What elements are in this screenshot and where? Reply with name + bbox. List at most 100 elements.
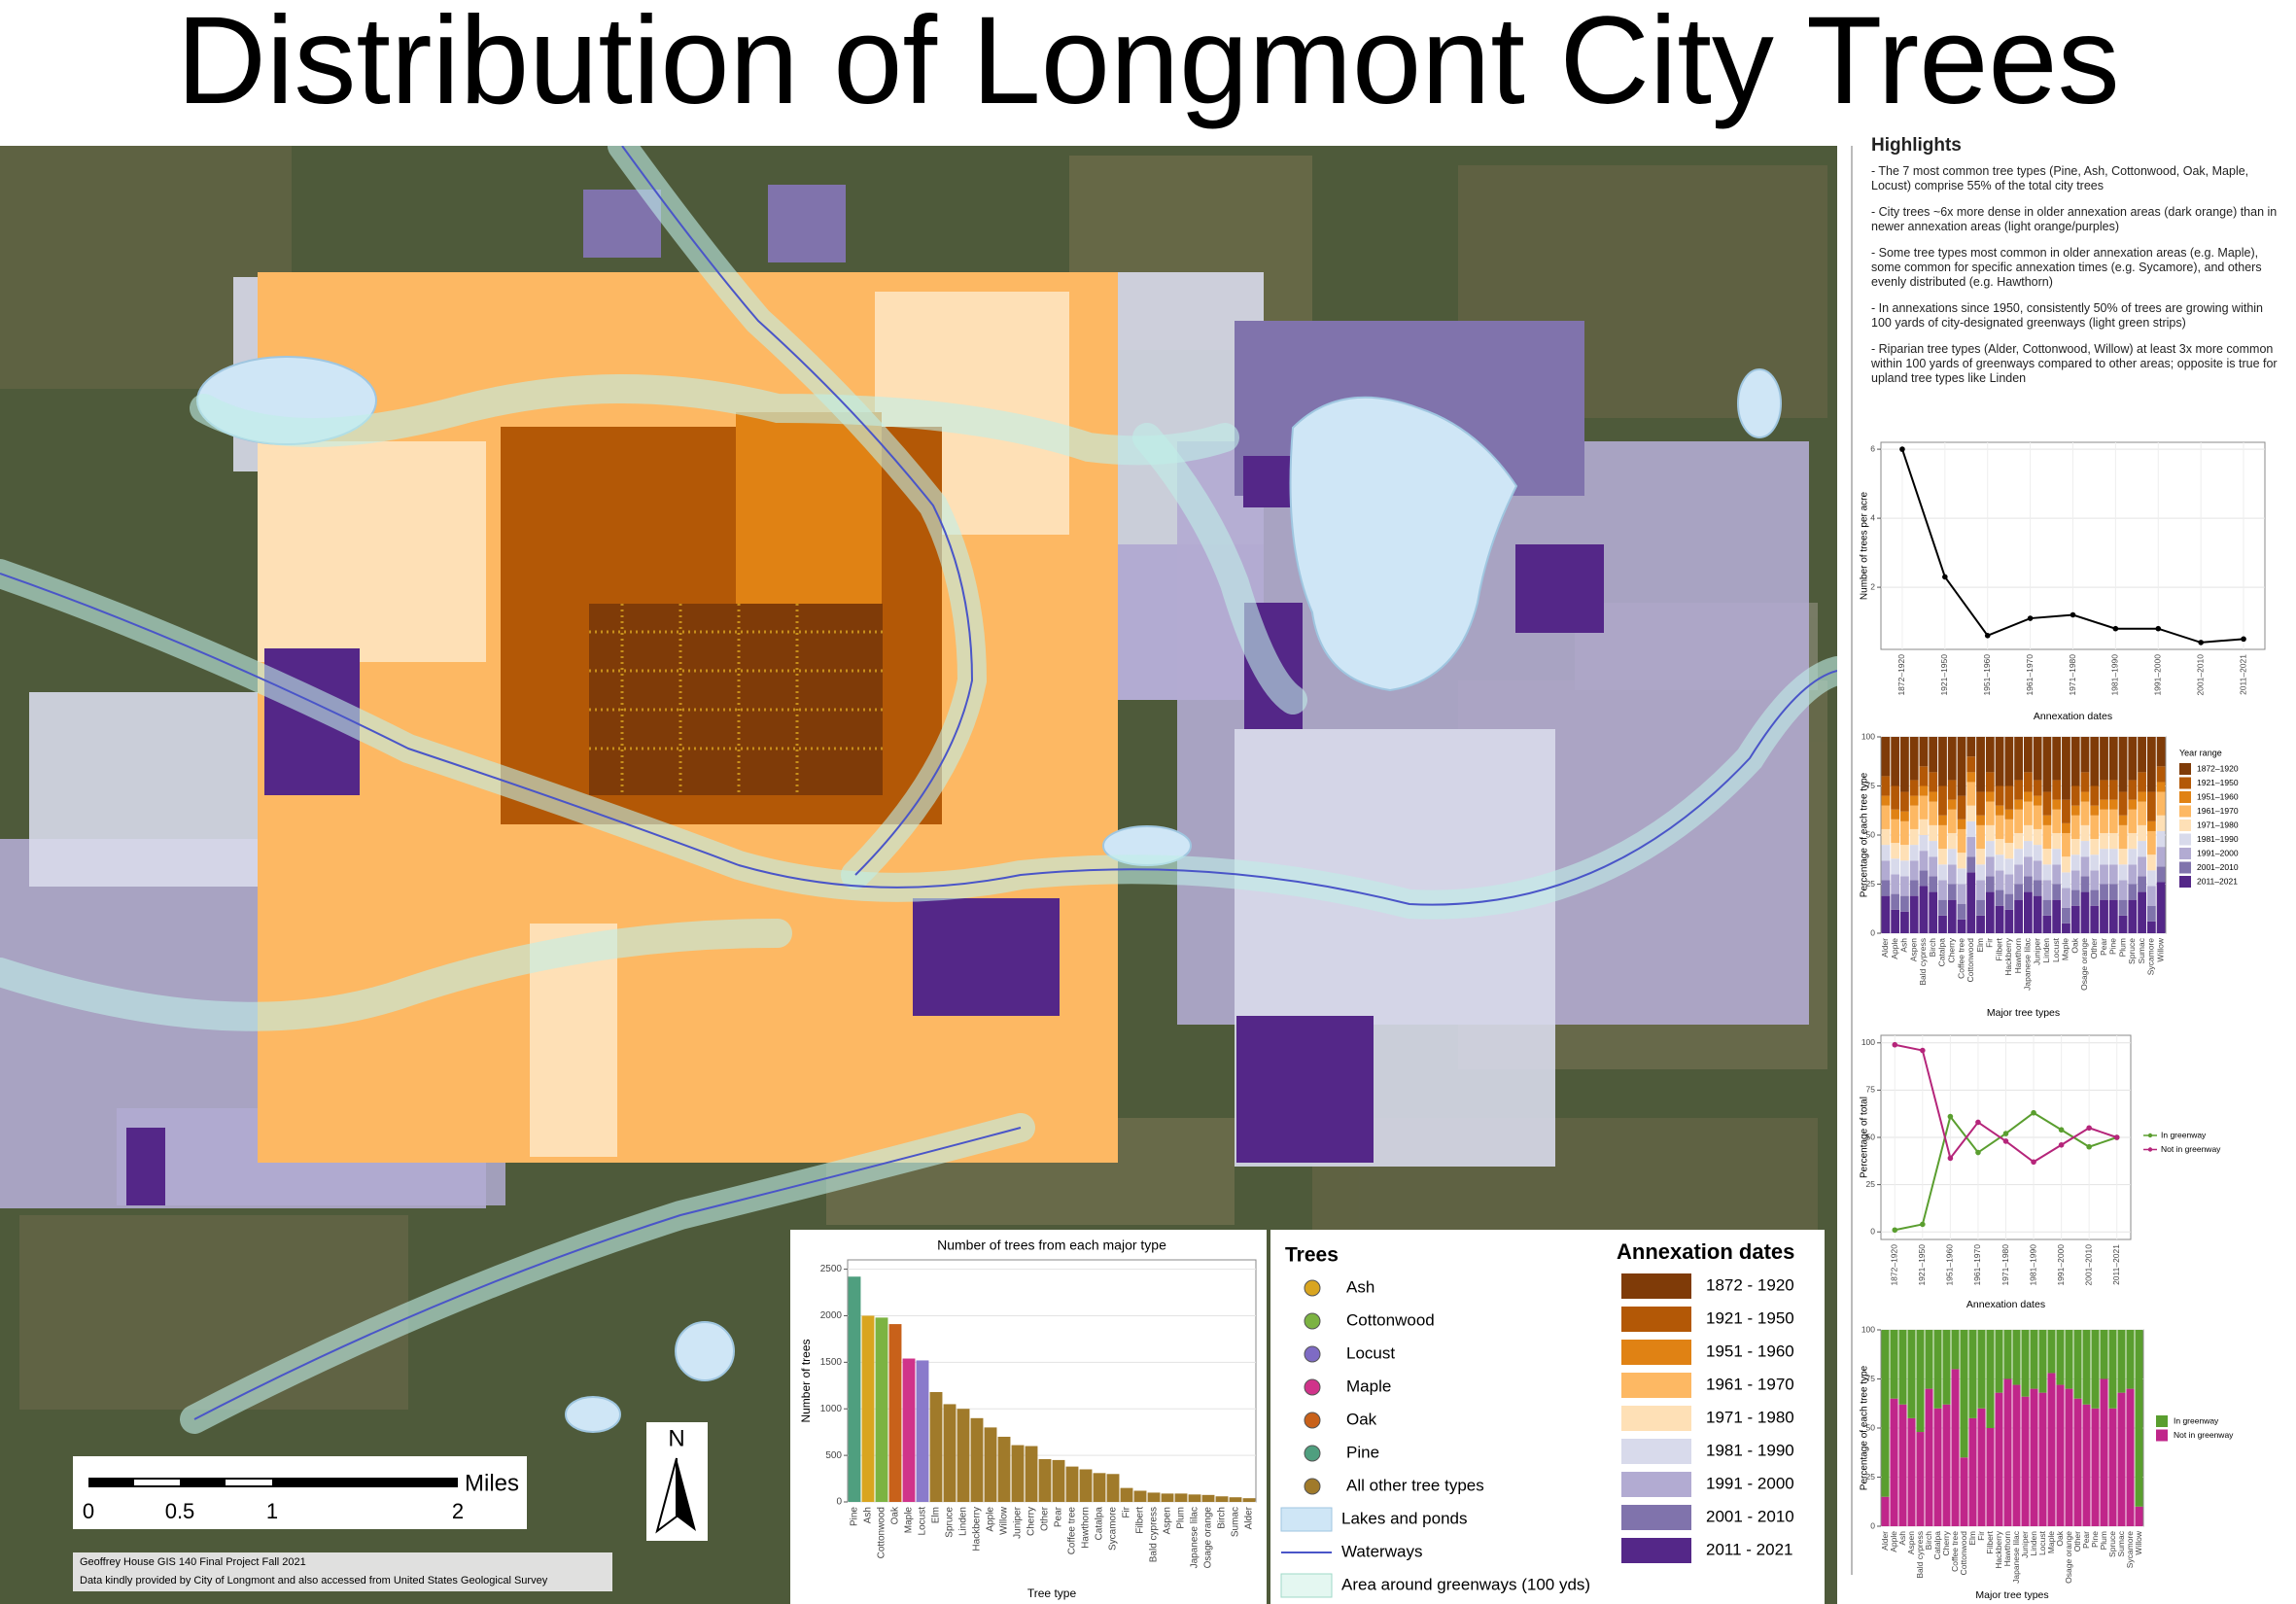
tree-points [589, 604, 883, 795]
bar-segment [1909, 805, 1919, 829]
bar [1229, 1497, 1242, 1502]
bar [1052, 1459, 1065, 1502]
bar-segment [2118, 824, 2128, 850]
x-tick-label: Catalpa [1095, 1507, 1105, 1541]
bar [1106, 1474, 1120, 1502]
legend-swatch [1280, 1573, 1333, 1598]
bar-segment [1947, 849, 1957, 865]
bar-segment [1891, 809, 1900, 819]
bar [1242, 1498, 1256, 1502]
x-tick-label: 1981–1990 [2028, 1244, 2037, 1286]
credit-line: Geoffrey House GIS 140 Final Project Fal… [80, 1556, 306, 1568]
bar-segment [2004, 893, 2014, 910]
bar-segment [1985, 876, 1995, 892]
bar-segment [2080, 801, 2090, 825]
bar-segment [1957, 853, 1966, 869]
legend-label: Locust [1346, 1343, 1395, 1362]
bar-segment [2080, 737, 2090, 773]
x-tick-label: Cherry [1941, 1530, 1951, 1555]
x-tick-label: Spruce [2127, 938, 2137, 964]
bar-segment [2118, 880, 2128, 900]
x-tick-label: Birch [1217, 1507, 1228, 1529]
x-tick-label: Sycamore [1108, 1507, 1119, 1551]
legend-label: Maple [1346, 1377, 1391, 1395]
x-axis-label: Annexation dates [1966, 1299, 2045, 1310]
bar-segment [2062, 923, 2070, 933]
bar-segment [1909, 780, 1919, 796]
legend-key [2147, 1133, 2153, 1138]
legend-label: Ash [1346, 1277, 1374, 1296]
bar-segment [2052, 884, 2062, 900]
bar-segment [1881, 845, 1891, 861]
point [1899, 446, 1905, 452]
bar-segment [1881, 860, 1891, 881]
bar-segment [1933, 1330, 1942, 1409]
legend-title: Trees [1285, 1244, 1339, 1267]
bar-segment [2156, 815, 2166, 831]
bar-segment [1919, 795, 1929, 819]
x-tick-label: Alder [1244, 1506, 1255, 1529]
bar-segment [1951, 1330, 1960, 1370]
highlights-heading: Highlights [1871, 135, 1962, 156]
bar-segment [2014, 799, 2024, 810]
bar-segment [2138, 791, 2146, 802]
x-tick-label: 1951–1960 [1945, 1244, 1955, 1286]
x-tick-label: 2001–2010 [2195, 654, 2205, 696]
bar-segment [1966, 856, 1976, 873]
bar-segment [2052, 799, 2062, 810]
bar-segment [1957, 819, 1966, 829]
bar-segment [2073, 1398, 2082, 1526]
x-tick-label: Pine [850, 1507, 860, 1526]
bar-segment [1898, 1404, 1907, 1526]
bar-segment [2033, 845, 2042, 861]
bar-segment [2023, 791, 2033, 802]
bar-segment [2004, 785, 2014, 810]
x-tick-label: Other [1040, 1506, 1051, 1531]
bar-segment [2023, 841, 2033, 857]
bar-segment [2108, 1330, 2117, 1409]
legend-label: Lakes and ponds [1341, 1509, 1468, 1527]
x-tick-label: 2011–2021 [2238, 654, 2247, 695]
point [2198, 640, 2204, 645]
legend-title: Annexation dates [1617, 1239, 1794, 1264]
bar-segment [1957, 828, 1966, 854]
bar-segment [2146, 820, 2156, 831]
bar-segment [1938, 785, 1947, 816]
bar [1025, 1446, 1038, 1502]
bar-segment [1977, 1330, 1986, 1409]
bar-segment [2090, 737, 2100, 786]
bar-segment [2138, 891, 2146, 933]
x-tick-label: Sumac [2116, 1530, 2126, 1556]
x-tick-label: Maple [2046, 1531, 2056, 1553]
y-tick-label: 100 [1861, 1037, 1875, 1047]
bar [1188, 1494, 1201, 1502]
point [2086, 1143, 2092, 1150]
map: Miles N Geoffrey House GIS 140 Final Pro… [0, 146, 1837, 1604]
bar-segment [2128, 899, 2138, 933]
legend-label: 1971 - 1980 [1706, 1408, 1794, 1426]
bar-segment [2003, 1378, 2012, 1526]
x-tick-label: Sumac [1231, 1507, 1241, 1537]
bar-segment [2156, 791, 2166, 816]
bar-segment [2090, 870, 2100, 890]
bar-segment [1966, 820, 1976, 838]
bar-segment [1966, 805, 1976, 821]
bar [1093, 1473, 1106, 1502]
legend-label: 2011–2021 [2197, 876, 2238, 886]
legend-label: 1981–1990 [2197, 834, 2239, 844]
bar [943, 1404, 957, 1502]
bar-segment [1881, 776, 1891, 796]
highlight: - City trees ~6x more dense in older ann… [1871, 205, 2278, 233]
x-tick-label: Juniper [1013, 1506, 1024, 1538]
bar-segment [2108, 1408, 2117, 1526]
credits-box [73, 1552, 612, 1591]
x-tick-label: Linden [958, 1507, 969, 1536]
bar-segment [1976, 824, 1985, 850]
bar-segment [1919, 766, 1929, 786]
x-tick-label: Alder [1880, 1531, 1890, 1551]
bar-segment [2100, 737, 2108, 781]
x-tick-label: Bald cypress [1915, 1531, 1925, 1579]
bar-segment [1947, 737, 1957, 781]
x-tick-label: Birch [1928, 938, 1937, 958]
bar-segment [2100, 849, 2108, 865]
